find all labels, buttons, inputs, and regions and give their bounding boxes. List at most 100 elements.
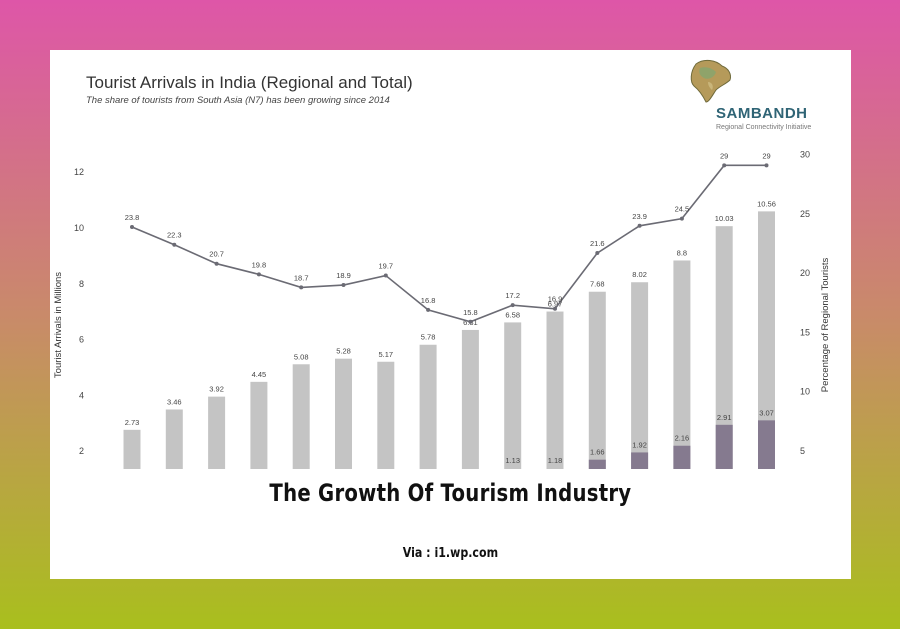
share-point: [172, 242, 177, 247]
bar-total-label: 5.78: [421, 333, 436, 342]
bar-total: [335, 358, 352, 470]
bar-total-label: 8.02: [632, 270, 647, 279]
share-point: [510, 303, 515, 308]
share-point-label: 16.8: [421, 296, 436, 305]
bar-total-label: 10.03: [715, 214, 734, 223]
bar-regional: [631, 452, 649, 470]
y2-tick-label: 15: [800, 327, 810, 337]
y-tick-label: 6: [79, 335, 84, 345]
bar-regional-label: 1.66: [590, 448, 605, 457]
bar-total-label: 5.28: [336, 347, 351, 356]
bar-total-label: 3.46: [167, 397, 182, 406]
share-point: [341, 283, 346, 288]
bar-total-label: 5.17: [378, 350, 393, 359]
bar-total-label: 2.73: [125, 418, 140, 427]
bar-total: [123, 429, 141, 470]
share-point-label: 16.9: [548, 295, 563, 304]
share-point-label: 22.3: [167, 231, 182, 240]
bar-total: [758, 211, 775, 470]
bar-total-label: 6.58: [505, 310, 520, 319]
bar-total: [715, 226, 733, 470]
y-tick-label: 2: [79, 446, 84, 456]
chart-canvas: 2 4 6 8 10 12 5 10 15 20 25 30 Tourist Arrivals in M…: [53, 150, 831, 470]
share-point: [130, 224, 134, 229]
share-point: [679, 216, 684, 221]
y2-tick-label: 5: [800, 446, 805, 456]
y-tick-label: 8: [79, 279, 84, 289]
share-point: [595, 251, 600, 256]
bar-total-label: 3.92: [209, 385, 224, 394]
bar-total-label: 8.8: [677, 248, 687, 257]
y-tick-label: 10: [74, 223, 84, 233]
bar-total: [673, 260, 691, 470]
bar-regional-label: 2.16: [675, 434, 690, 443]
caption-source: Via : i1.wp.com: [402, 546, 499, 561]
y-axis-label: Tourist Arrivals in Millions: [53, 272, 64, 378]
share-point-label: 23.9: [632, 212, 647, 221]
share-point: [383, 273, 388, 278]
y2-tick-label: 10: [800, 387, 810, 397]
y-tick-label: 4: [79, 390, 84, 400]
share-point: [299, 285, 304, 290]
sambandh-logo: SAMBANDH Regional Connectivity Initiativ…: [680, 58, 812, 138]
chart-title: Tourist Arrivals in India (Regional and …: [86, 73, 413, 92]
bar-regional-label: 2.91: [717, 413, 732, 422]
india-map-icon: [690, 59, 731, 103]
bar-total-label: 6.97: [548, 300, 563, 309]
bar-total-label: 5.08: [294, 352, 309, 361]
bar-regional: [715, 424, 733, 470]
bar-regional-label: 3.07: [759, 408, 774, 417]
y2-tick-label: 25: [800, 209, 810, 219]
share-line: [131, 164, 767, 323]
bar-total: [631, 282, 649, 470]
share-point-label: 17.2: [505, 291, 520, 300]
bar-total: [588, 291, 606, 470]
share-point-label: 21.6: [590, 239, 605, 248]
bar-regional-label: 1.92: [632, 440, 647, 449]
y-tick-label: 12: [74, 167, 84, 177]
y2-axis-label: Percentage of Regional Tourists: [820, 258, 831, 393]
bar-total: [461, 329, 479, 470]
share-point-label: 29: [720, 151, 728, 160]
y2-tick-label: 20: [800, 268, 810, 278]
bar-total: [208, 396, 226, 470]
bar-total-label: 7.68: [590, 280, 605, 289]
chart-card: 2 4 6 8 10 12 5 10 15 20 25 30 Tourist Arrivals in M…: [50, 50, 851, 579]
share-point-label: 19.8: [252, 260, 267, 269]
bar-total-label: 4.45: [252, 370, 267, 379]
share-point-label: 29: [762, 151, 770, 160]
bar-total: [377, 361, 395, 470]
bar-total: [419, 344, 437, 470]
bar-total: [250, 381, 268, 470]
share-point-label: 18.7: [294, 273, 309, 282]
caption-title: The Growth Of Tourism Industry: [269, 479, 632, 507]
bar-regional-label: 1.13: [505, 456, 520, 465]
bar-total-label: 10.56: [757, 199, 776, 208]
bar-total: [546, 311, 564, 470]
caption-band: [50, 469, 851, 579]
bar-regional-label: 1.18: [548, 456, 563, 465]
bar-total: [504, 322, 522, 470]
share-point-label: 23.8: [125, 213, 140, 222]
logo-tagline: Regional Connectivity Initiative: [716, 124, 812, 131]
share-point: [764, 163, 769, 168]
share-point-label: 19.7: [378, 262, 393, 271]
share-point: [637, 223, 642, 228]
share-point-label: 18.9: [336, 271, 351, 280]
logo-name: SAMBANDH: [716, 105, 808, 122]
share-point-label: 20.7: [209, 250, 224, 259]
y2-tick-label: 30: [800, 150, 810, 160]
bar-total: [292, 364, 310, 470]
share-point: [256, 272, 261, 277]
bar-regional: [588, 459, 606, 470]
share-point: [426, 307, 431, 312]
bar-regional: [758, 420, 775, 470]
share-point: [553, 306, 557, 311]
chart-subtitle: The share of tourists from South Asia (N…: [86, 95, 390, 106]
share-point-label: 15.8: [463, 308, 478, 317]
share-point: [722, 163, 727, 168]
bar-total: [165, 409, 183, 470]
share-point-label: 24.5: [675, 205, 690, 214]
share-point: [468, 319, 473, 324]
bar-regional: [673, 445, 691, 470]
